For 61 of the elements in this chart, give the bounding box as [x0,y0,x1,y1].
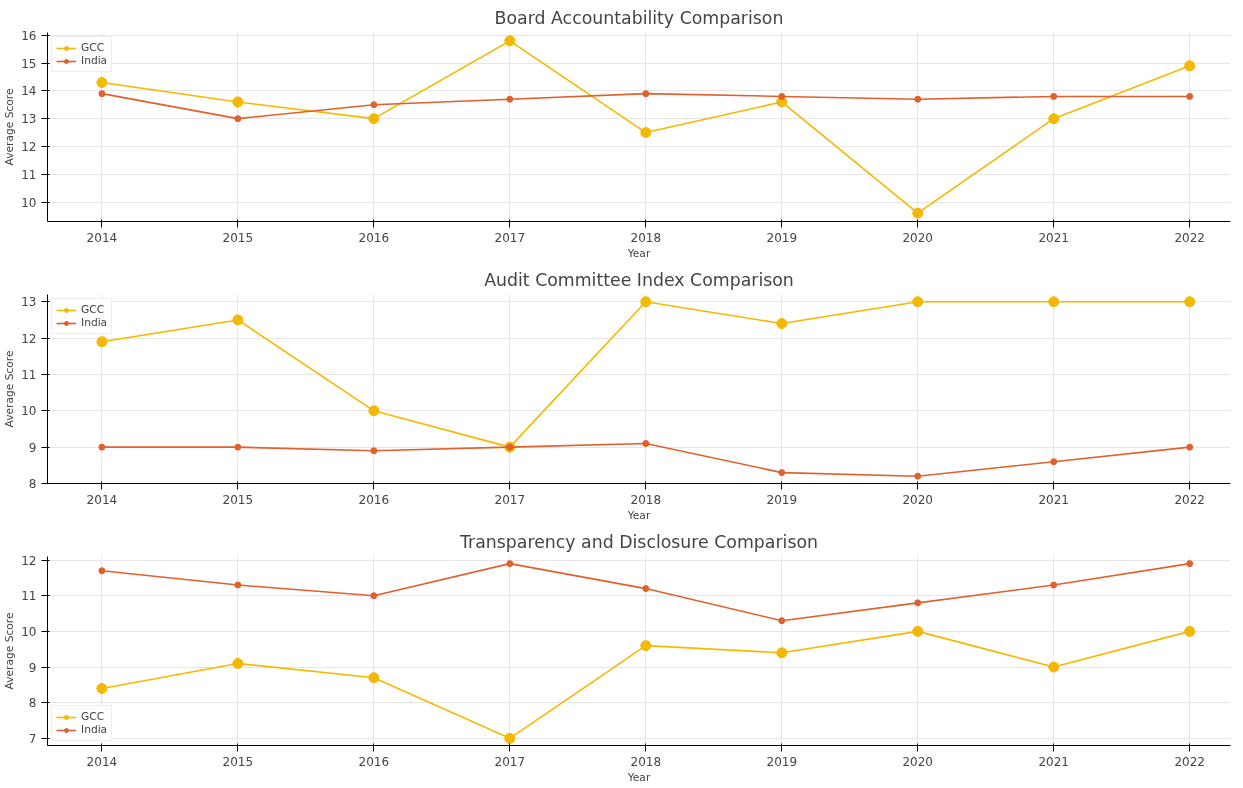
y-tick-label: 8 [28,477,37,491]
legend-label: GCC [81,710,105,723]
y-tick-label: 10 [21,404,37,419]
x-tick-label: 2015 [222,230,254,245]
x-tick-label: 2019 [766,492,798,507]
x-tick-label: 2021 [1038,754,1070,769]
y-tick-label: 12 [21,331,37,346]
x-axis-title: Year [626,770,651,784]
x-tick-label: 2015 [222,754,254,769]
x-tick-label: 2019 [766,754,798,769]
x-tick-label: 2022 [1174,230,1205,245]
y-tick-label: 10 [21,624,37,639]
y-tick-label: 9 [28,440,37,455]
y-tick-label: 8 [28,696,37,711]
y-axis-title: Average Score [3,612,17,690]
x-tick-label: 2021 [1038,492,1070,507]
y-tick-label: 16 [21,28,37,43]
x-tick-label: 2017 [494,230,526,245]
x-tick-label: 2020 [902,754,934,769]
x-tick-label: 2021 [1038,230,1070,245]
x-tick-label: 2017 [494,492,526,507]
x-tick-label: 2015 [222,492,254,507]
x-tick-label: 2018 [630,754,662,769]
legend-label: GCC [81,303,105,316]
x-tick-label: 2018 [630,230,662,245]
y-tick-label: 13 [21,295,37,310]
x-tick-label: 2020 [902,492,934,507]
x-tick-label: 2019 [766,230,798,245]
y-axis-title: Average Score [3,88,17,166]
x-tick-label: 2022 [1174,754,1205,769]
chart-title: Transparency and Disclosure Comparison [459,531,818,552]
y-tick-label: 7 [28,731,37,746]
x-tick-label: 2014 [86,754,118,769]
legend-label: India [81,54,108,67]
chart-title: Audit Committee Index Comparison [484,269,794,290]
legend-label: GCC [81,41,105,54]
chart-title: Board Accountability Comparison [494,7,784,28]
y-tick-label: 9 [28,660,37,675]
y-tick-label: 10 [21,195,37,210]
x-tick-label: 2016 [358,492,390,507]
y-tick-label: 13 [21,112,37,127]
legend-label: India [81,723,108,736]
y-tick-label: 12 [21,553,37,568]
x-tick-label: 2016 [358,230,390,245]
y-tick-label: 15 [21,56,37,71]
x-tick-label: 2014 [86,492,118,507]
x-axis-title: Year [626,246,651,260]
y-tick-label: 11 [21,589,37,604]
legend-label: India [81,316,108,329]
x-axis-title: Year [626,508,651,522]
x-tick-label: 2017 [494,754,526,769]
x-tick-label: 2022 [1174,492,1205,507]
y-tick-label: 14 [21,84,37,99]
x-tick-label: 2014 [86,230,118,245]
x-tick-label: 2016 [358,754,390,769]
y-tick-label: 12 [21,139,37,154]
y-tick-label: 11 [21,167,37,182]
y-axis-title: Average Score [3,350,17,428]
x-tick-label: 2018 [630,492,662,507]
x-tick-label: 2020 [902,230,934,245]
y-tick-label: 11 [21,367,37,382]
